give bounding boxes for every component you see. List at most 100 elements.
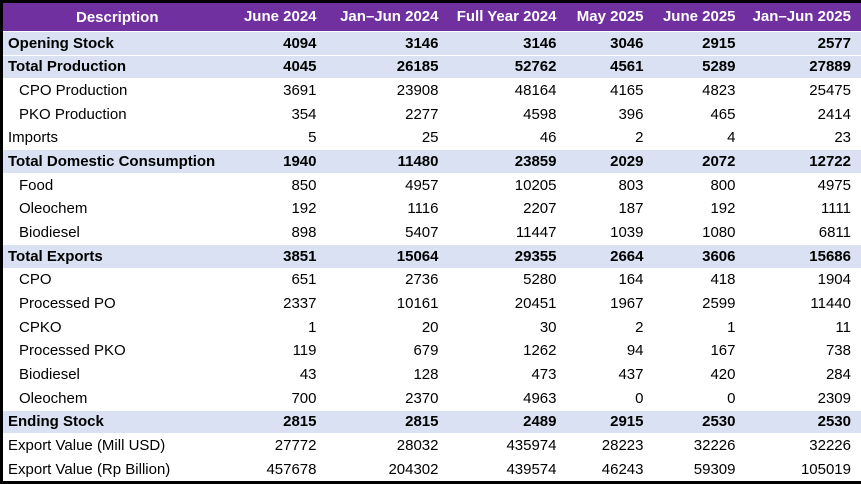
table-row: Processed PKO 119 679 1262 94 167 738 [1, 339, 861, 363]
value-cell: 46 [539, 129, 557, 147]
value-cell: 167 [710, 342, 736, 360]
value-cell: 2309 [817, 389, 851, 407]
value-cell: 11480 [397, 153, 439, 171]
table-row: Total Exports 3851 15064 29355 2664 3606 15686 [1, 244, 861, 269]
value-cell: 32226 [809, 436, 851, 454]
value-cell: 4957 [405, 176, 439, 194]
value-cell: 2599 [702, 295, 736, 313]
value-cell: 11440 [810, 295, 851, 313]
value-cell: 420 [710, 366, 736, 384]
value-cell: 2489 [523, 413, 557, 431]
table-row: Total Production 4045 26185 52762 4561 5289 27… [1, 55, 861, 79]
value-cell: 12722 [809, 153, 851, 171]
value-cell: 28223 [601, 436, 644, 454]
table-row: Food 850 4957 10205 803 800 4975 [1, 173, 861, 198]
value-cell: 354 [291, 105, 317, 123]
value-cell: 3606 [702, 247, 736, 265]
value-cell: 2277 [405, 105, 439, 123]
value-cell: 803 [618, 176, 644, 194]
row-label: Total Production [8, 58, 127, 76]
value-cell: 2414 [817, 105, 851, 123]
value-cell: 48164 [514, 82, 557, 100]
value-cell: 651 [291, 271, 317, 289]
value-cell: 23859 [514, 153, 557, 171]
value-cell: 43 [299, 366, 317, 384]
value-cell: 465 [710, 105, 736, 123]
value-cell: 28032 [396, 436, 439, 454]
value-cell: 25 [421, 129, 439, 147]
value-cell: 2207 [523, 200, 557, 218]
value-cell: 23908 [396, 82, 439, 100]
value-cell: 15686 [809, 247, 851, 265]
value-cell: 20451 [514, 295, 557, 313]
value-cell: 3146 [523, 34, 557, 52]
value-cell: 3691 [283, 82, 317, 100]
value-cell: 4561 [610, 58, 644, 76]
value-cell: 700 [291, 389, 317, 407]
row-label: Opening Stock [8, 34, 114, 52]
value-cell: 4963 [523, 389, 557, 407]
table-row: Biodiesel 43 128 473 437 420 284 [1, 363, 861, 387]
value-cell: 187 [618, 200, 644, 218]
value-cell: 2 [635, 318, 644, 336]
row-label: CPKO [19, 318, 62, 336]
value-cell: 2915 [702, 34, 736, 52]
column-header: Jan–Jun 2024 [326, 1, 449, 32]
value-cell: 0 [727, 389, 736, 407]
row-label: Export Value (Mill USD) [8, 436, 166, 454]
value-cell: 27889 [809, 58, 851, 76]
value-cell: 2072 [702, 153, 736, 171]
table-row: Opening Stock 4094 3146 3146 3046 2915 2577 [1, 31, 861, 56]
row-label: Total Domestic Consumption [8, 153, 216, 171]
value-cell: 2029 [610, 153, 644, 171]
value-cell: 15064 [396, 247, 439, 265]
value-cell: 800 [710, 176, 736, 194]
value-cell: 1967 [610, 295, 644, 313]
value-cell: 850 [291, 176, 317, 194]
value-cell: 2 [635, 129, 644, 147]
value-cell: 435974 [506, 436, 557, 454]
value-cell: 439574 [506, 460, 557, 478]
value-cell: 679 [413, 342, 439, 360]
value-cell: 4975 [817, 176, 851, 194]
value-cell: 418 [710, 271, 736, 289]
value-cell: 5289 [702, 58, 736, 76]
value-cell: 23 [834, 129, 851, 147]
value-cell: 30 [539, 318, 557, 336]
value-cell: 10161 [396, 295, 439, 313]
value-cell: 2577 [817, 34, 851, 52]
value-cell: 204302 [388, 460, 439, 478]
value-cell: 4045 [283, 58, 317, 76]
value-cell: 25475 [809, 82, 851, 100]
value-cell: 105019 [800, 460, 851, 478]
value-cell: 3046 [610, 34, 644, 52]
value-cell: 1039 [610, 224, 644, 242]
value-cell: 192 [710, 200, 736, 218]
value-cell: 4598 [523, 105, 557, 123]
value-cell: 4094 [283, 34, 317, 52]
table-row: Ending Stock 2815 2815 2489 2915 2530 2530 [1, 410, 861, 434]
value-cell: 4165 [610, 82, 644, 100]
table-row: Processed PO 2337 10161 20451 1967 2599 11440 [1, 292, 861, 316]
value-cell: 26185 [396, 58, 439, 76]
value-cell: 4823 [702, 82, 736, 100]
value-cell: 32226 [693, 436, 736, 454]
value-cell: 1940 [283, 153, 317, 171]
value-cell: 2370 [405, 389, 439, 407]
value-cell: 2815 [405, 413, 439, 431]
value-cell: 20 [421, 318, 439, 336]
row-label: CPO [19, 271, 52, 289]
value-cell: 1116 [407, 200, 439, 218]
value-cell: 2664 [610, 247, 644, 265]
value-cell: 2915 [610, 413, 644, 431]
value-cell: 1080 [702, 224, 736, 242]
value-cell: 46243 [601, 460, 644, 478]
row-label: CPO Production [19, 82, 128, 100]
value-cell: 52762 [514, 58, 557, 76]
value-cell: 5280 [523, 271, 557, 289]
value-cell: 128 [413, 366, 439, 384]
column-header: June 2025 [653, 1, 746, 32]
table-row: PKO Production 354 2277 4598 396 465 2414 [1, 102, 861, 127]
value-cell: 396 [618, 105, 644, 123]
value-cell: 1111 [820, 200, 851, 218]
